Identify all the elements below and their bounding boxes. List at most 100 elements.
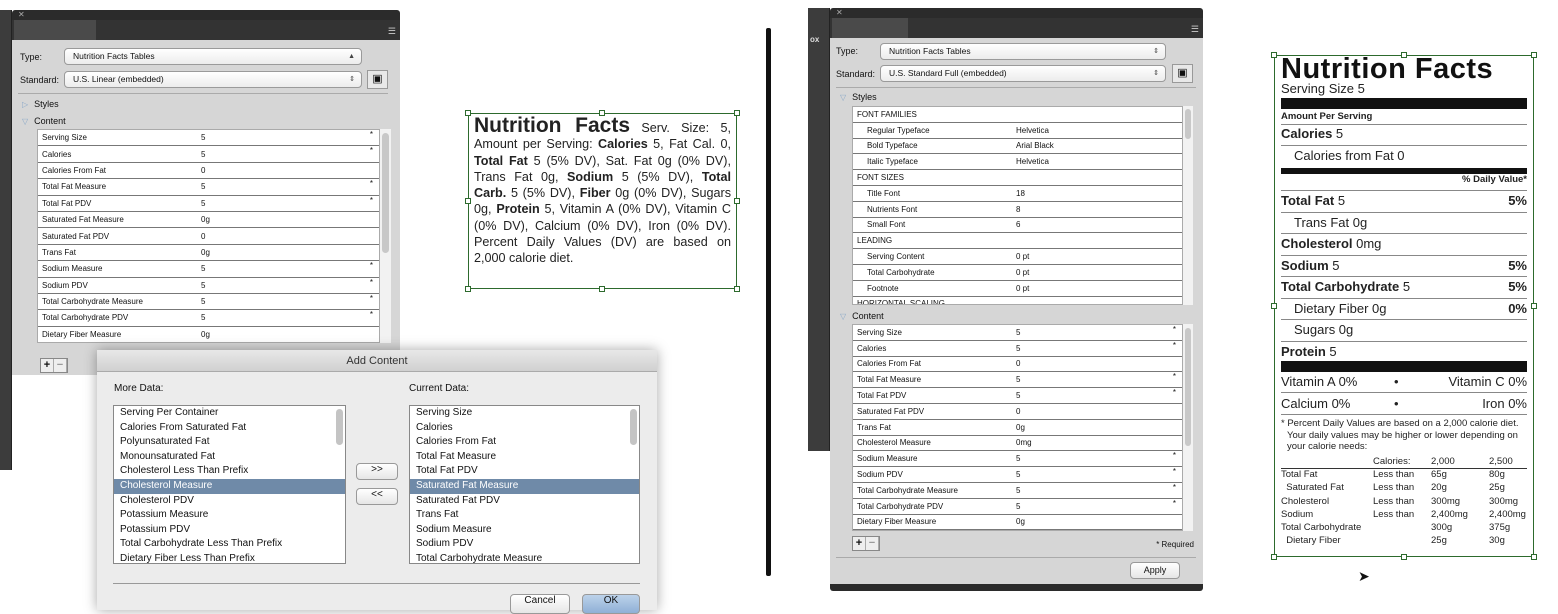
remove-row-button[interactable]: − [54,359,67,372]
preview-button[interactable]: ▣ [1172,64,1193,83]
close-icon[interactable]: ✕ [836,8,843,17]
list-item[interactable]: Cholesterol Measure [114,478,345,494]
remove-item-button[interactable]: << [356,488,398,505]
add-row-button[interactable]: + [41,359,54,372]
row-value[interactable]: 5 [1016,485,1021,495]
table-group-header[interactable]: HORIZONTAL SCALING [853,297,1182,304]
row-value[interactable]: 0 [201,231,206,241]
table-group-header[interactable]: FONT SIZES [853,170,1182,186]
row-value[interactable]: 0g [1016,517,1025,527]
close-icon[interactable]: ✕ [18,10,25,19]
list-item[interactable]: Total Fat PDV [416,465,478,477]
list-item[interactable]: Cholesterol PDV [120,494,194,506]
table-row[interactable]: Serving Size 5 * [38,130,379,147]
linear-nutrition-label[interactable]: Nutrition Facts Serv. Size: 5, Amount pe… [465,110,740,292]
remove-row-button[interactable]: − [866,537,879,550]
table-row[interactable]: Calories 5 * [853,341,1182,357]
row-value[interactable]: 8 [1016,204,1021,214]
table-group-header[interactable]: FONT FAMILIES [853,107,1182,123]
list-item[interactable]: Trans Fat [416,509,459,521]
scrollbar[interactable] [380,129,391,343]
list-item[interactable]: Saturated Fat Measure [410,478,639,494]
styles-section-toggle[interactable]: ▷ Styles [22,99,59,109]
table-row[interactable]: Title Font 18 [853,186,1182,202]
table-row[interactable]: Italic Typeface Helvetica [853,154,1182,171]
table-row[interactable]: Saturated Fat Measure 0g [38,212,379,229]
table-row[interactable]: Total Carbohydrate Measure 5 * [853,483,1182,499]
table-row[interactable]: Total Carbohydrate 0 pt [853,265,1182,281]
table-row[interactable]: Sodium PDV 5 * [38,278,379,294]
list-item[interactable]: Total Carbohydrate Less Than Prefix [120,538,283,550]
row-value[interactable]: 5 [201,264,206,274]
table-row[interactable]: Bold Typeface Arial Black [853,139,1182,155]
row-value[interactable]: 5 [1016,343,1021,353]
row-value[interactable]: 0 pt [1016,283,1030,293]
table-row[interactable]: Total Carbohydrate Measure 5 * [38,294,379,311]
preview-button[interactable]: ▣ [367,70,388,89]
list-item[interactable]: Monounsaturated Fat [120,450,216,462]
table-row[interactable]: Total Fat PDV 5 * [853,388,1182,404]
panel-menu-icon[interactable]: ☰ [1190,24,1199,34]
standard-select[interactable]: U.S. Linear (embedded) ⇕ [64,71,362,88]
table-row[interactable]: Serving Size 5 * [853,325,1182,341]
table-row[interactable]: Total Fat PDV 5 * [38,196,379,212]
row-value[interactable]: 5 [1016,454,1021,464]
list-item[interactable]: Calories From Saturated Fat [120,421,247,433]
scrollbar[interactable] [630,409,637,445]
row-value[interactable]: 5 [201,297,206,307]
table-row[interactable]: Trans Fat 0g [38,245,379,262]
content-section-toggle[interactable]: ▽ Content [840,311,884,321]
row-value[interactable]: Helvetica [1016,125,1049,135]
row-value[interactable]: 6 [1016,220,1021,230]
row-value[interactable]: 5 [201,198,206,208]
standard-select[interactable]: U.S. Standard Full (embedded) ⇕ [880,65,1166,82]
panel-tab[interactable] [14,20,96,40]
table-row[interactable]: Cholesterol Measure 0mg [853,436,1182,452]
list-item[interactable]: Calories [416,421,453,433]
row-value[interactable]: 5 [1016,501,1021,511]
ok-button[interactable]: OK [582,594,640,614]
list-item[interactable]: Potassium PDV [120,523,191,535]
table-row[interactable]: Total Carbohydrate PDV 5 * [853,499,1182,515]
table-row[interactable]: Regular Typeface Helvetica [853,123,1182,139]
table-row[interactable]: Calories From Fat 0 [38,163,379,180]
row-value[interactable]: 5 [201,133,206,143]
apply-button[interactable]: Apply [1130,562,1180,579]
row-value[interactable]: 0 [201,165,206,175]
list-item[interactable]: Serving Size [416,407,473,418]
current-data-list[interactable]: Serving Size Calories Calories From Fat Tot… [409,405,640,564]
table-row[interactable]: Nutrients Font 8 [853,202,1182,218]
row-value[interactable]: 0 pt [1016,267,1030,277]
list-item[interactable]: Calories From Fat [416,436,497,448]
table-row[interactable]: Dietary Fiber Measure 0g [38,327,379,342]
table-row[interactable]: Calories From Fat 0 [853,357,1182,373]
row-value[interactable]: Helvetica [1016,157,1049,167]
list-item[interactable]: Polyunsaturated Fat [120,436,210,448]
table-row[interactable]: Total Fat Measure 5 * [38,179,379,196]
add-row-button[interactable]: + [853,537,866,550]
panel-tab[interactable] [832,18,908,38]
content-section-toggle[interactable]: ▽ Content [22,116,66,126]
scrollbar[interactable] [336,409,343,445]
list-item[interactable]: Dietary Fiber Less Than Prefix [120,552,255,564]
list-item[interactable]: Sodium Measure [416,523,492,535]
table-row[interactable]: Saturated Fat PDV 0 [38,228,379,245]
row-value[interactable]: 5 [201,313,206,323]
row-value[interactable]: 5 [1016,375,1021,385]
table-row[interactable]: Trans Fat 0g [853,420,1182,436]
table-row[interactable]: Sodium Measure 5 * [853,451,1182,468]
list-item[interactable]: Saturated Fat PDV [416,494,500,506]
table-group-header[interactable]: LEADING [853,233,1182,250]
type-select[interactable]: Nutrition Facts Tables ▲ [64,48,362,65]
row-value[interactable]: 0 pt [1016,252,1030,262]
table-row[interactable]: Total Fat Measure 5 * [853,372,1182,389]
row-value[interactable]: 0g [201,247,210,257]
row-value[interactable]: 5 [1016,327,1021,337]
list-item[interactable]: Serving Per Container [120,407,219,418]
table-row[interactable]: Small Font 6 [853,218,1182,234]
list-item[interactable]: Total Fat Measure [416,450,497,462]
type-select[interactable]: Nutrition Facts Tables ⇕ [880,43,1166,60]
row-value[interactable]: 5 [1016,391,1021,401]
table-row[interactable]: Sodium PDV 5 * [853,467,1182,483]
table-row[interactable]: Calories 5 * [38,146,379,163]
